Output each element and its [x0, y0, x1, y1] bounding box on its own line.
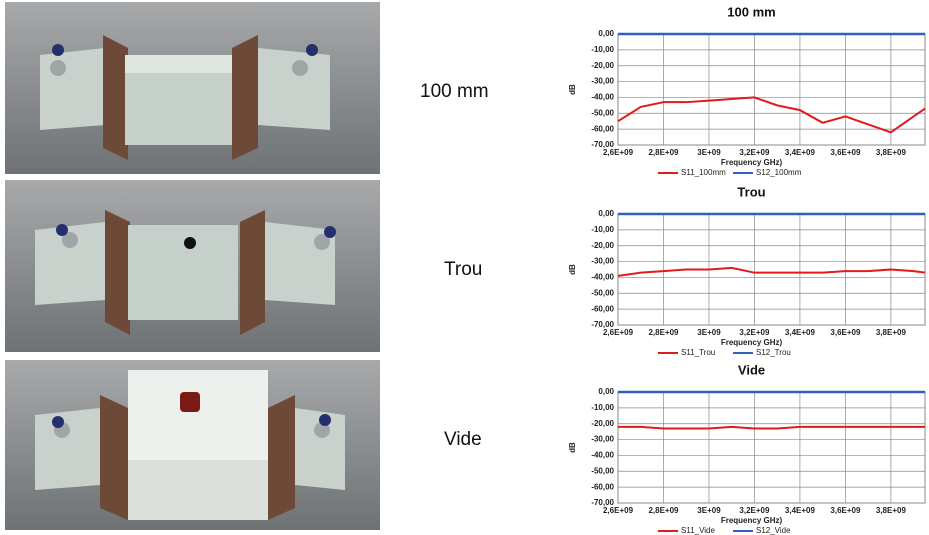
series-line	[618, 425, 925, 430]
y-tick-label: 0,00	[598, 209, 614, 218]
y-tick-label: -70,00	[591, 140, 614, 149]
x-tick-label: 2,8E+09	[648, 506, 679, 515]
x-tick-label: 2,8E+09	[648, 148, 679, 157]
row-label: Vide	[444, 429, 482, 450]
x-tick-label: 2,8E+09	[648, 328, 679, 337]
x-tick-label: 3,8E+09	[876, 328, 907, 337]
x-tick-label: 3,4E+09	[785, 148, 816, 157]
series-line	[617, 266, 926, 277]
series-line	[617, 96, 926, 134]
x-axis-label: Frequency GHz)	[721, 338, 783, 347]
chart-title: Vide	[738, 362, 765, 377]
y-tick-label: -10,00	[591, 45, 614, 54]
x-tick-label: 3,2E+09	[739, 328, 770, 337]
y-tick-label: -60,00	[591, 124, 614, 133]
legend-label: S12_Vide	[756, 526, 791, 535]
x-tick-label: 2,6E+09	[603, 328, 634, 337]
y-tick-label: 0,00	[598, 29, 614, 38]
x-tick-label: 3,6E+09	[830, 506, 861, 515]
y-tick-label: -30,00	[591, 257, 614, 266]
y-tick-label: -20,00	[591, 419, 614, 428]
legend-label: S12_Trou	[756, 348, 791, 357]
photo	[5, 360, 380, 530]
y-tick-label: -40,00	[591, 93, 614, 102]
x-tick-label: 3E+09	[697, 148, 721, 157]
x-axis-label: Frequency GHz)	[721, 158, 783, 167]
x-tick-label: 3,8E+09	[876, 506, 907, 515]
photo	[5, 180, 380, 352]
plot-area	[617, 213, 926, 326]
chart-title: 100 mm	[727, 4, 775, 19]
row-label: 100 mm	[420, 81, 489, 102]
y-tick-label: 0,00	[598, 387, 614, 396]
x-tick-label: 3,2E+09	[739, 148, 770, 157]
y-axis-label: dB	[568, 84, 577, 95]
y-tick-label: -40,00	[591, 273, 614, 282]
y-axis-label: dB	[568, 442, 577, 453]
plot-area	[617, 391, 926, 504]
legend-label: S12_100mm	[756, 168, 802, 177]
chart-title: Trou	[737, 184, 765, 199]
y-tick-label: -20,00	[591, 61, 614, 70]
y-axis-label: dB	[568, 264, 577, 275]
legend-label: S11_Vide	[681, 526, 716, 535]
y-tick-label: -70,00	[591, 498, 614, 507]
row-label: Trou	[444, 259, 482, 280]
legend-label: S11_100mm	[681, 168, 726, 177]
x-tick-label: 3,8E+09	[876, 148, 907, 157]
x-tick-label: 3E+09	[697, 506, 721, 515]
x-tick-label: 2,6E+09	[603, 506, 634, 515]
y-tick-label: -30,00	[591, 77, 614, 86]
y-tick-label: -50,00	[591, 466, 614, 475]
x-tick-label: 3,4E+09	[785, 328, 816, 337]
y-tick-label: -60,00	[591, 304, 614, 313]
x-tick-label: 3,6E+09	[830, 148, 861, 157]
y-tick-label: -50,00	[591, 108, 614, 117]
y-tick-label: -10,00	[591, 225, 614, 234]
y-tick-label: -40,00	[591, 451, 614, 460]
x-tick-label: 2,6E+09	[603, 148, 634, 157]
x-tick-label: 3,2E+09	[739, 506, 770, 515]
x-tick-label: 3E+09	[697, 328, 721, 337]
x-tick-label: 3,4E+09	[785, 506, 816, 515]
y-tick-label: -20,00	[591, 241, 614, 250]
y-tick-label: -10,00	[591, 403, 614, 412]
y-tick-label: -70,00	[591, 320, 614, 329]
y-tick-label: -60,00	[591, 482, 614, 491]
y-tick-label: -50,00	[591, 288, 614, 297]
legend-label: S11_Trou	[681, 348, 715, 357]
x-axis-label: Frequency GHz)	[721, 516, 783, 525]
y-tick-label: -30,00	[591, 435, 614, 444]
x-tick-label: 3,6E+09	[830, 328, 861, 337]
photo	[5, 2, 380, 174]
